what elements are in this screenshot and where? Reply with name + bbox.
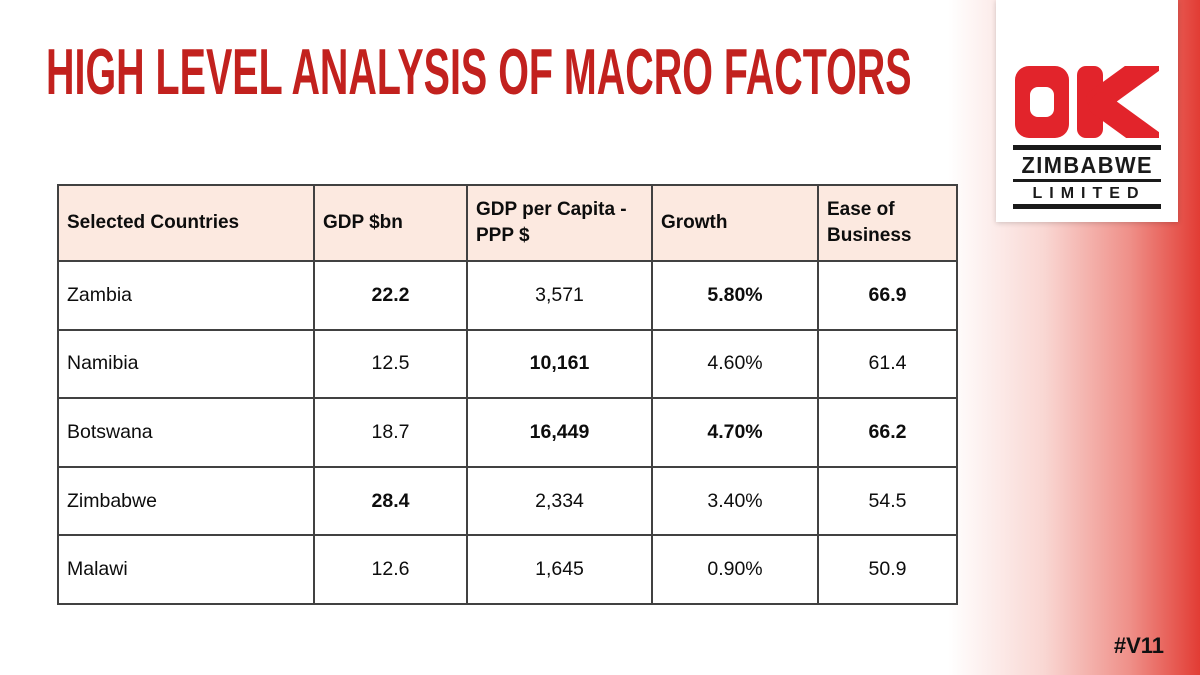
country-cell: Malawi — [57, 534, 315, 605]
value-cell: 3,571 — [466, 260, 653, 331]
value-cell: 10,161 — [466, 328, 653, 400]
value-cell: 16,449 — [466, 397, 653, 468]
value-cell: 3.40% — [651, 465, 819, 537]
version-tag: #V11 — [1113, 633, 1164, 658]
value-cell: 5.80% — [651, 260, 819, 331]
value-cell: 50.9 — [817, 534, 958, 605]
table-row: Namibia 12.5 10,161 4.60% 61.4 — [57, 328, 958, 400]
country-cell: Zimbabwe — [57, 465, 315, 537]
logo-divider-mid — [1013, 179, 1161, 182]
table-row: Zambia 22.2 3,571 5.80% 66.9 — [57, 260, 958, 331]
value-cell: 2,334 — [466, 465, 653, 537]
macro-factors-table: Selected Countries GDP $bn GDP per Capita … — [57, 184, 958, 605]
value-cell: 12.6 — [313, 534, 468, 605]
value-cell: 61.4 — [817, 328, 958, 400]
table-row: Malawi 12.6 1,645 0.90% 50.9 — [57, 534, 958, 605]
value-cell: 4.70% — [651, 397, 819, 468]
table-row: Botswana 18.7 16,449 4.70% 66.2 — [57, 397, 958, 468]
table-body: Zambia 22.2 3,571 5.80% 66.9 Namibia 12.5 10,16… — [57, 260, 958, 605]
value-cell: 18.7 — [313, 397, 468, 468]
value-cell: 66.9 — [817, 260, 958, 331]
page-title: HIGH LEVEL ANALYSIS OF MACRO FACTORS — [46, 35, 912, 109]
column-header: Growth — [651, 184, 819, 262]
ok-logo-icon — [1015, 66, 1159, 138]
value-cell: 0.90% — [651, 534, 819, 605]
value-cell: 54.5 — [817, 465, 958, 537]
logo-divider-top — [1013, 145, 1161, 150]
country-cell: Zambia — [57, 260, 315, 331]
value-cell: 66.2 — [817, 397, 958, 468]
logo-name-zimbabwe: ZIMBABWE — [1021, 152, 1153, 178]
value-cell: 4.60% — [651, 328, 819, 400]
value-cell: 1,645 — [466, 534, 653, 605]
table-header-row: Selected Countries GDP $bn GDP per Capita … — [57, 184, 958, 262]
column-header: GDP per Capita - PPP $ — [466, 184, 653, 262]
logo-name-limited: LIMITED — [1032, 185, 1146, 202]
table-row: Zimbabwe 28.4 2,334 3.40% 54.5 — [57, 465, 958, 537]
logo-divider-bottom — [1013, 204, 1161, 209]
value-cell: 22.2 — [313, 260, 468, 331]
country-cell: Namibia — [57, 328, 315, 400]
value-cell: 28.4 — [313, 465, 468, 537]
ok-zimbabwe-logo: ZIMBABWE LIMITED — [996, 0, 1178, 222]
country-cell: Botswana — [57, 397, 315, 468]
column-header: Selected Countries — [57, 184, 315, 262]
column-header: GDP $bn — [313, 184, 468, 262]
value-cell: 12.5 — [313, 328, 468, 400]
column-header: Ease of Business — [817, 184, 958, 262]
